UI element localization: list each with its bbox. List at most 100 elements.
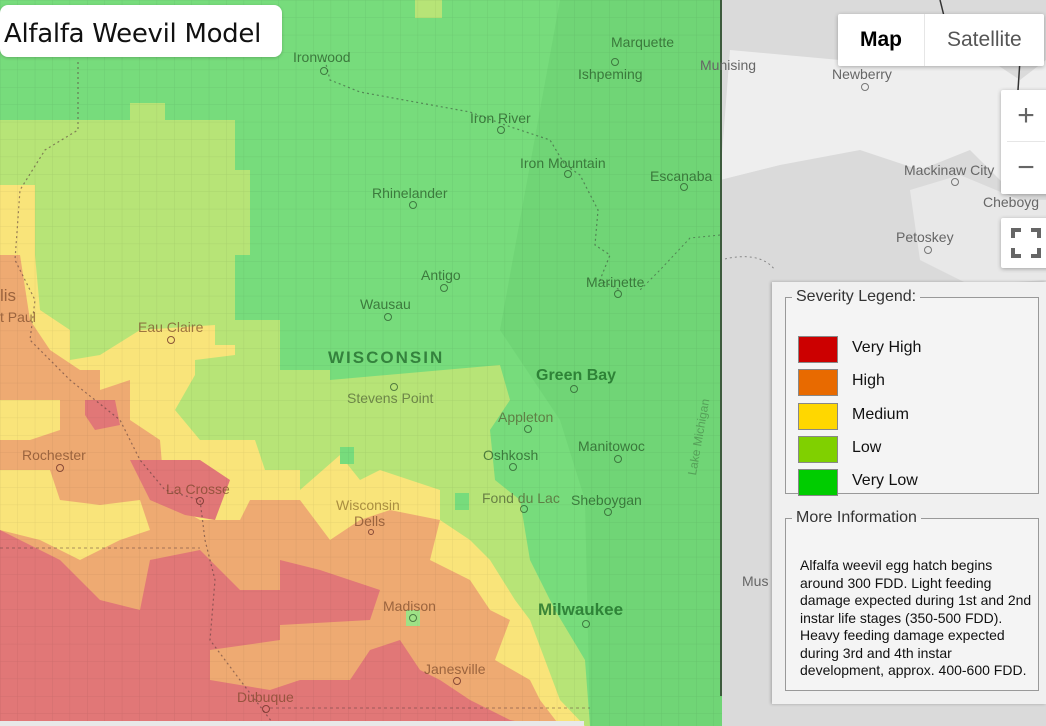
legend-label: High	[852, 372, 885, 389]
city-label-la-crosse: La Crosse	[166, 481, 230, 497]
city-marker	[951, 178, 959, 186]
more-information-text: Alfalfa weevil egg hatch begins around 3…	[800, 557, 1032, 678]
plus-icon: +	[1017, 98, 1035, 132]
page-title: Alfalfa Weevil Model	[4, 19, 262, 49]
city-label-rochester: Rochester	[22, 447, 86, 463]
city-marker	[453, 677, 461, 685]
city-label-madison: Madison	[383, 598, 436, 614]
city-marker	[509, 463, 517, 471]
city-label-st-paul: t Paul	[0, 309, 36, 325]
city-label-milwaukee: Milwaukee	[538, 600, 624, 619]
city-marker	[861, 83, 869, 91]
city-marker	[440, 284, 448, 292]
city-label-munising: Munising	[700, 57, 757, 73]
city-marker	[320, 67, 328, 75]
city-marker	[409, 614, 417, 622]
legend-swatch	[798, 369, 838, 396]
city-marker	[520, 505, 528, 513]
legend-swatch	[798, 469, 838, 496]
city-label-appleton: Appleton	[498, 409, 554, 425]
city-label-stevens-point: Stevens Point	[347, 390, 434, 406]
city-label-minneapolis: lis	[0, 286, 17, 305]
city-marker	[582, 620, 590, 628]
severity-legend: Severity Legend: Very High High Medium L…	[785, 288, 1039, 496]
legend-label: Very Low	[852, 472, 918, 489]
fullscreen-button[interactable]	[1001, 218, 1046, 268]
city-label-oshkosh: Oshkosh	[483, 447, 539, 463]
city-marker	[167, 336, 175, 344]
legend-label: Low	[852, 439, 882, 456]
city-marker	[680, 183, 688, 191]
severity-overlay	[0, 0, 722, 726]
city-label-iron-mountain: Iron Mountain	[520, 155, 606, 171]
city-label-petoskey: Petoskey	[896, 229, 954, 245]
legend-swatch	[798, 436, 838, 463]
city-marker	[524, 425, 532, 433]
city-label-green-bay: Green Bay	[536, 367, 617, 384]
map-type-map-button[interactable]: Map	[838, 14, 925, 66]
legend-item-very-low: Very Low	[786, 469, 986, 496]
minus-icon: −	[1017, 150, 1035, 184]
map-type-control: Map Satellite	[838, 14, 1044, 66]
city-marker	[614, 290, 622, 298]
city-label-ishpeming: Ishpeming	[578, 66, 643, 82]
zoom-out-button[interactable]: −	[1001, 142, 1046, 193]
city-marker	[384, 313, 392, 321]
severity-legend-title: Severity Legend:	[796, 288, 917, 305]
zoom-in-button[interactable]: +	[1001, 90, 1046, 141]
city-label-sheboygan: Sheboygan	[571, 492, 642, 508]
city-marker	[564, 170, 572, 178]
zoom-divider	[1007, 141, 1045, 142]
state-label-wisconsin: WISCONSIN	[328, 348, 445, 367]
city-label-wisconsin-dells: Wisconsin	[336, 497, 400, 513]
legend-label: Very High	[852, 339, 922, 356]
city-label-dubuque: Dubuque	[237, 689, 294, 705]
city-label-ironwood: Ironwood	[293, 49, 351, 65]
city-label-manitowoc: Manitowoc	[578, 438, 645, 454]
city-label-wausau: Wausau	[360, 296, 411, 312]
legend-item-very-high: Very High	[786, 336, 986, 363]
more-information-title: More Information	[796, 509, 917, 526]
city-label-antigo: Antigo	[421, 267, 461, 283]
city-marker	[611, 58, 619, 66]
city-marker	[368, 529, 374, 535]
map-bottom-strip	[0, 721, 584, 726]
city-label-muskegon: Mus	[742, 573, 769, 589]
city-marker	[497, 126, 505, 134]
city-marker	[196, 497, 204, 505]
city-label-marquette: Marquette	[611, 34, 675, 50]
overlay-edge	[720, 0, 722, 696]
city-label-janesville: Janesville	[424, 661, 486, 677]
city-label-wisconsin-dells-2: Dells	[354, 513, 386, 529]
city-marker	[614, 455, 622, 463]
legend-label: Medium	[852, 406, 909, 423]
city-label-mackinaw-city: Mackinaw City	[904, 162, 995, 178]
city-marker	[262, 705, 270, 713]
city-label-marinette: Marinette	[586, 274, 645, 290]
legend-item-medium: Medium	[786, 403, 986, 430]
city-label-escanaba: Escanaba	[650, 168, 713, 184]
city-marker	[604, 508, 612, 516]
city-marker	[390, 383, 398, 391]
city-label-iron-river: Iron River	[470, 110, 531, 126]
legend-item-high: High	[786, 369, 986, 396]
city-label-cheboygan: Cheboyg	[983, 194, 1040, 210]
city-label-rhinelander: Rhinelander	[372, 185, 448, 201]
city-marker	[570, 385, 578, 393]
map-type-satellite-button[interactable]: Satellite	[947, 28, 1022, 51]
city-marker	[924, 246, 932, 254]
info-panel: Severity Legend: Very High High Medium L…	[772, 282, 1046, 704]
city-label-newberry: Newberry	[832, 66, 892, 82]
zoom-control: + −	[1001, 90, 1046, 194]
city-marker	[56, 464, 64, 472]
city-marker	[409, 201, 417, 209]
legend-swatch	[798, 403, 838, 430]
legend-swatch	[798, 336, 838, 363]
more-information-box: More Information Alfalfa weevil egg hatc…	[785, 509, 1039, 691]
city-label-eau-claire: Eau Claire	[138, 319, 204, 335]
fullscreen-icon	[1011, 228, 1041, 258]
title-card: Alfalfa Weevil Model	[0, 5, 282, 57]
legend-item-low: Low	[786, 436, 986, 463]
city-label-fond-du-lac: Fond du Lac	[482, 490, 560, 506]
